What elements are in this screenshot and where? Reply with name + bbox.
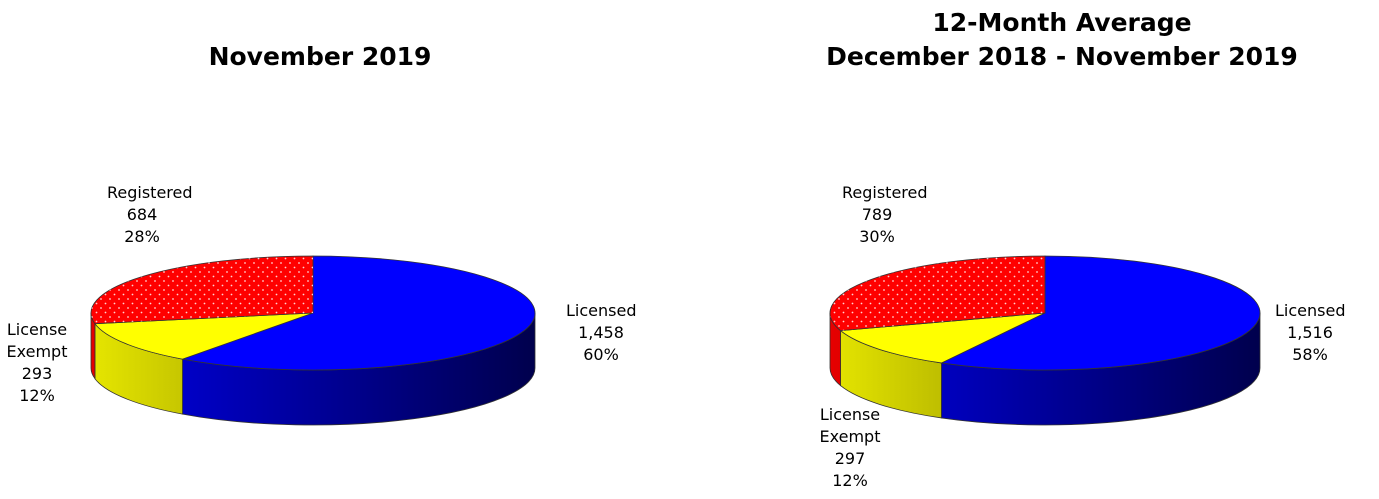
pie-slice: [180, 255, 536, 371]
data-label: Licensed 1,458 60%: [556, 300, 646, 366]
data-label: Licensed 1,516 58%: [1265, 300, 1355, 366]
chart-title: November 2019: [208, 42, 432, 71]
category-label: License Exempt: [6, 320, 68, 361]
value-label: 789: [861, 205, 893, 224]
category-label: Licensed: [566, 301, 637, 320]
value-label: 293: [21, 364, 53, 383]
category-label: License Exempt: [819, 405, 881, 446]
data-label: License Exempt 297 12%: [805, 404, 895, 492]
percent-label: 58%: [1292, 345, 1328, 364]
percent-label: 12%: [19, 386, 55, 405]
data-label: Registered 684 28%: [97, 182, 193, 248]
pie-slice: [94, 312, 314, 360]
category-label: Licensed: [1275, 301, 1346, 320]
data-label: Registered 789 30%: [832, 182, 928, 248]
pie-slice: [940, 255, 1261, 371]
chart-subtitle: December 2018 - November 2019: [826, 42, 1298, 71]
value-label: 684: [126, 205, 158, 224]
chart-title: 12-Month Average: [932, 8, 1192, 37]
percent-label: 30%: [859, 227, 895, 246]
category-label: Registered: [107, 183, 193, 202]
value-label: 1,458: [578, 323, 624, 342]
pie-slice: [90, 255, 314, 325]
value-label: 1,516: [1287, 323, 1333, 342]
percent-label: 12%: [832, 471, 868, 490]
value-label: 297: [834, 449, 866, 468]
percent-label: 28%: [124, 227, 160, 246]
data-label: License Exempt 293 12%: [0, 319, 82, 407]
category-label: Registered: [842, 183, 928, 202]
percent-label: 60%: [583, 345, 619, 364]
